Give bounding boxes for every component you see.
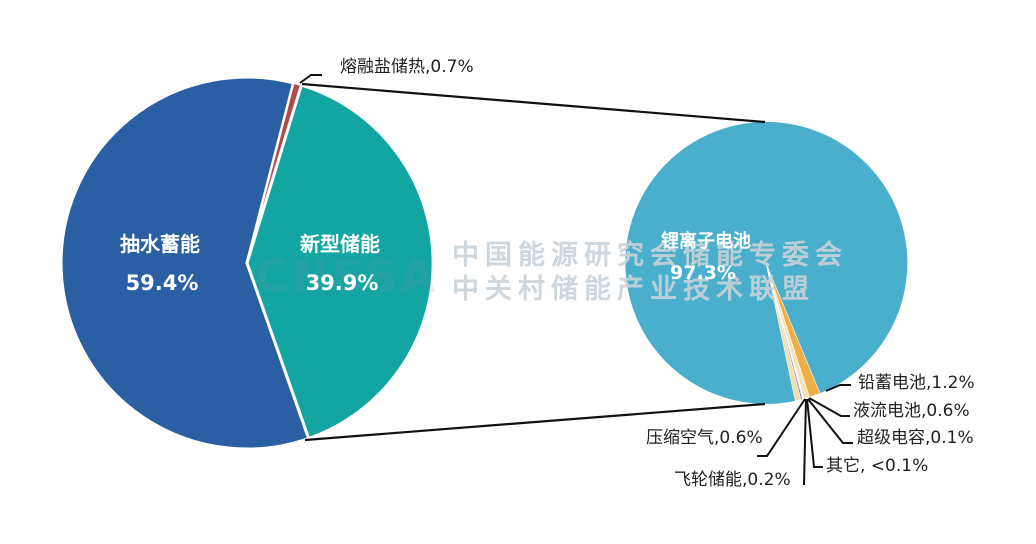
- small-slices: [765, 262, 821, 402]
- slice-pumped-hydro[interactable]: [59, 75, 311, 451]
- watermark: CNESA 中国能源研究会储能专委会 中关村储能产业技术联盟: [255, 239, 848, 305]
- label-pumped-hydro-name: 抽水蓄能: [120, 232, 200, 256]
- label-lithium-name: 锂离子电池: [661, 230, 751, 252]
- label-flywheel: 飞轮储能,0.2%: [674, 470, 791, 490]
- label-other: 其它, <0.1%: [826, 456, 928, 476]
- leader-molten-salt: [299, 74, 322, 84]
- label-pumped-hydro-pct: 59.4%: [126, 271, 199, 295]
- leader-other: [806, 398, 823, 468]
- leader-lead-acid: [825, 384, 851, 392]
- connector-top: [301, 82, 766, 124]
- label-lithium-pct: 97.3%: [670, 262, 736, 284]
- watermark-logo: CNESA: [255, 249, 437, 303]
- slice-lithium-ion[interactable]: [625, 121, 908, 404]
- label-flow-battery: 液流电池,0.6%: [853, 401, 970, 421]
- leader-flow-battery: [808, 397, 850, 417]
- slice-new-storage[interactable]: [245, 83, 435, 441]
- leader-supercapacitor: [807, 398, 853, 444]
- label-new-storage-name: 新型储能: [300, 232, 380, 256]
- primary-pie: [59, 75, 435, 451]
- watermark-line2: 中关村储能产业技术联盟: [452, 273, 815, 305]
- secondary-pie: [625, 121, 908, 404]
- label-molten-salt: 熔融盐储热,0.7%: [340, 57, 474, 77]
- label-compressed-air: 压缩空气,0.6%: [646, 428, 763, 448]
- connector-bottom: [304, 402, 766, 442]
- label-new-storage-pct: 39.9%: [306, 271, 379, 295]
- leader-compressed-air: [757, 398, 806, 457]
- slice-compressed-air[interactable]: [765, 262, 802, 402]
- leader-flywheel: [803, 398, 807, 486]
- watermark-line1: 中国能源研究会储能专委会: [452, 239, 848, 271]
- label-lead-acid: 铅蓄电池,1.2%: [858, 373, 975, 393]
- label-supercapacitor: 超级电容,0.1%: [857, 428, 974, 448]
